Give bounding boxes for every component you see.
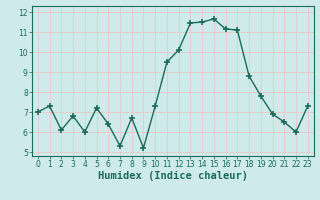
- X-axis label: Humidex (Indice chaleur): Humidex (Indice chaleur): [98, 171, 248, 181]
